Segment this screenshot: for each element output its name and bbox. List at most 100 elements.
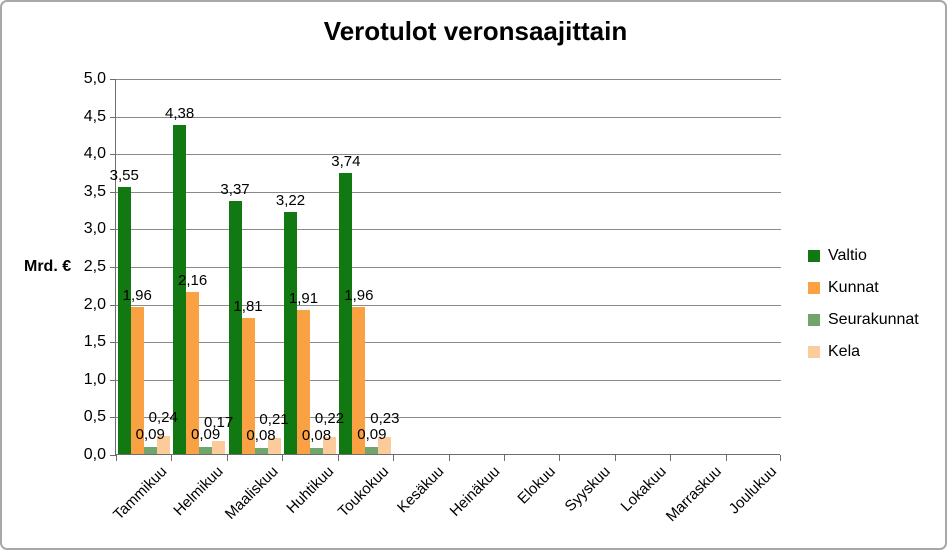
plot-area: 3,55 1,96 0,09 0,24 4,38 2,16 0,09 0,17 3,37 1,81… (110, 79, 781, 461)
x-axis-label-elokuu: Elokuu (514, 463, 559, 508)
gridline (116, 342, 781, 344)
x-axis-tickmark (780, 455, 781, 461)
x-axis-tickmark (559, 455, 561, 461)
bar-valtio-maaliskuu (228, 200, 242, 454)
y-axis-tickmark (110, 154, 116, 156)
data-label: 0,09 (357, 426, 387, 444)
y-axis-tick-label: 1,5 (83, 333, 106, 351)
x-axis-labels: Tammikuu Helmikuu Maaliskuu Huhtikuu Toukoku… (110, 463, 780, 543)
y-axis-tickmark (110, 229, 116, 231)
x-axis-tickmark (116, 455, 117, 461)
bar-kunnat-tammikuu (130, 306, 144, 454)
bar-kunnat-helmikuu (186, 291, 200, 454)
bar-kunnat-toukokuu (352, 306, 366, 454)
y-axis-tick-labels: 5,0 4,5 4,0 3,5 3,0 2,5 2,0 1,5 1,0 0,5 0,0 (20, 70, 106, 463)
data-label: 0,09 (191, 426, 221, 444)
gridline (116, 267, 781, 268)
data-label: 3,55 (109, 167, 139, 185)
y-axis-tick-label: 1,0 (83, 370, 106, 388)
x-axis-tickmark (503, 455, 505, 461)
data-label: 0,24 (148, 408, 178, 426)
y-axis-tickmark (110, 455, 116, 456)
bar-kunnat-maaliskuu (241, 317, 255, 454)
x-axis-label-lokakuu: Lokakuu (617, 463, 670, 516)
bar-kela-helmikuu (212, 441, 226, 454)
y-axis-tick-label: 0,5 (83, 408, 106, 426)
data-label: 0,08 (246, 426, 276, 444)
legend-label-valtio: Valtio (828, 247, 867, 264)
gridline (116, 417, 781, 419)
legend-swatch-kunnat (808, 282, 820, 294)
y-axis-tick-label: 0,0 (83, 446, 106, 463)
y-axis-tick-label: 2,5 (83, 258, 106, 275)
bar-kela-huhtikuu (322, 437, 336, 454)
legend-swatch-kela (808, 346, 820, 358)
bar-valtio-toukokuu (339, 172, 353, 454)
bar-kela-maaliskuu (267, 438, 281, 454)
x-axis-tickmark (226, 455, 228, 461)
x-axis-label-huhtikuu: Huhtikuu (283, 463, 337, 517)
x-axis-label-toukokuu: Toukokuu (334, 463, 393, 521)
legend-label-kela: Kela (828, 343, 861, 360)
bar-seurakunnat-huhtikuu (309, 447, 323, 454)
data-label: 3,74 (331, 152, 361, 170)
y-axis-tickmark (110, 304, 116, 306)
x-axis-tickmark (171, 455, 173, 461)
x-axis-tickmark (337, 455, 339, 461)
gridline (116, 79, 781, 80)
legend-item-kunnat: Kunnat (808, 279, 919, 296)
y-axis-unit-label: Mrd. € (24, 258, 72, 275)
y-axis-tickmark (110, 79, 116, 80)
data-label: 1,81 (233, 297, 263, 315)
legend-swatch-valtio (808, 250, 820, 262)
x-axis-label-tammikuu: Tammikuu (110, 463, 171, 524)
bar-seurakunnat-helmikuu (199, 447, 213, 454)
data-label: 1,91 (288, 290, 319, 308)
data-label: 3,22 (275, 191, 306, 209)
bar-seurakunnat-toukokuu (365, 447, 379, 454)
x-axis-tickmark (393, 455, 395, 461)
y-axis-tick-label: 3,0 (83, 220, 106, 238)
chart-title: Verotulot veronsaajittain (323, 16, 628, 46)
y-axis-tick-label: 3,5 (83, 182, 106, 200)
legend-item-seurakunnat: Seurakunnat (808, 311, 919, 328)
data-label: 1,96 (122, 286, 152, 304)
x-axis-label-marraskuu: Marraskuu (662, 463, 725, 526)
data-label: 4,38 (165, 104, 195, 122)
x-axis-label-heinäkuu: Heinäkuu (446, 463, 504, 520)
data-label: 2,16 (178, 271, 208, 289)
data-label: 3,37 (220, 180, 250, 198)
gridline (116, 191, 781, 193)
bar-valtio-helmikuu (173, 124, 187, 454)
bar-kunnat-huhtikuu (296, 310, 310, 454)
x-axis-tickmark (614, 455, 616, 461)
y-axis-tick-label: 5,0 (83, 70, 106, 87)
data-label: 0,22 (314, 410, 345, 428)
gridline (116, 154, 781, 156)
bar-seurakunnat-tammikuu (143, 447, 157, 454)
legend-label-seurakunnat: Seurakunnat (828, 311, 919, 328)
y-axis-tick-label: 2,0 (83, 295, 106, 313)
x-axis-tickmark (448, 455, 450, 461)
data-label: 1,96 (344, 286, 374, 304)
y-axis-tickmark (110, 191, 116, 193)
data-label: 0,08 (301, 426, 332, 444)
bar-valtio-huhtikuu (283, 211, 297, 454)
data-label: 0,23 (370, 409, 400, 427)
gridline (116, 379, 781, 381)
data-label: 0,09 (135, 426, 165, 444)
x-axis-label-syyskuu: Syyskuu (561, 463, 615, 516)
bar-valtio-tammikuu (117, 187, 131, 454)
bar-kela-toukokuu (378, 436, 392, 454)
legend-label-kunnat: Kunnat (828, 279, 879, 296)
y-axis-tick-label: 4,0 (83, 145, 106, 163)
legend-item-kela: Kela (808, 343, 919, 360)
y-axis-tickmark (110, 379, 116, 381)
data-label: 0,21 (259, 411, 289, 429)
y-axis-tick-label: 4,5 (83, 107, 106, 125)
y-axis-tickmark (110, 116, 116, 118)
bar-seurakunnat-maaliskuu (254, 447, 268, 454)
bar-kela-tammikuu (156, 435, 170, 454)
legend-swatch-seurakunnat (808, 314, 820, 326)
